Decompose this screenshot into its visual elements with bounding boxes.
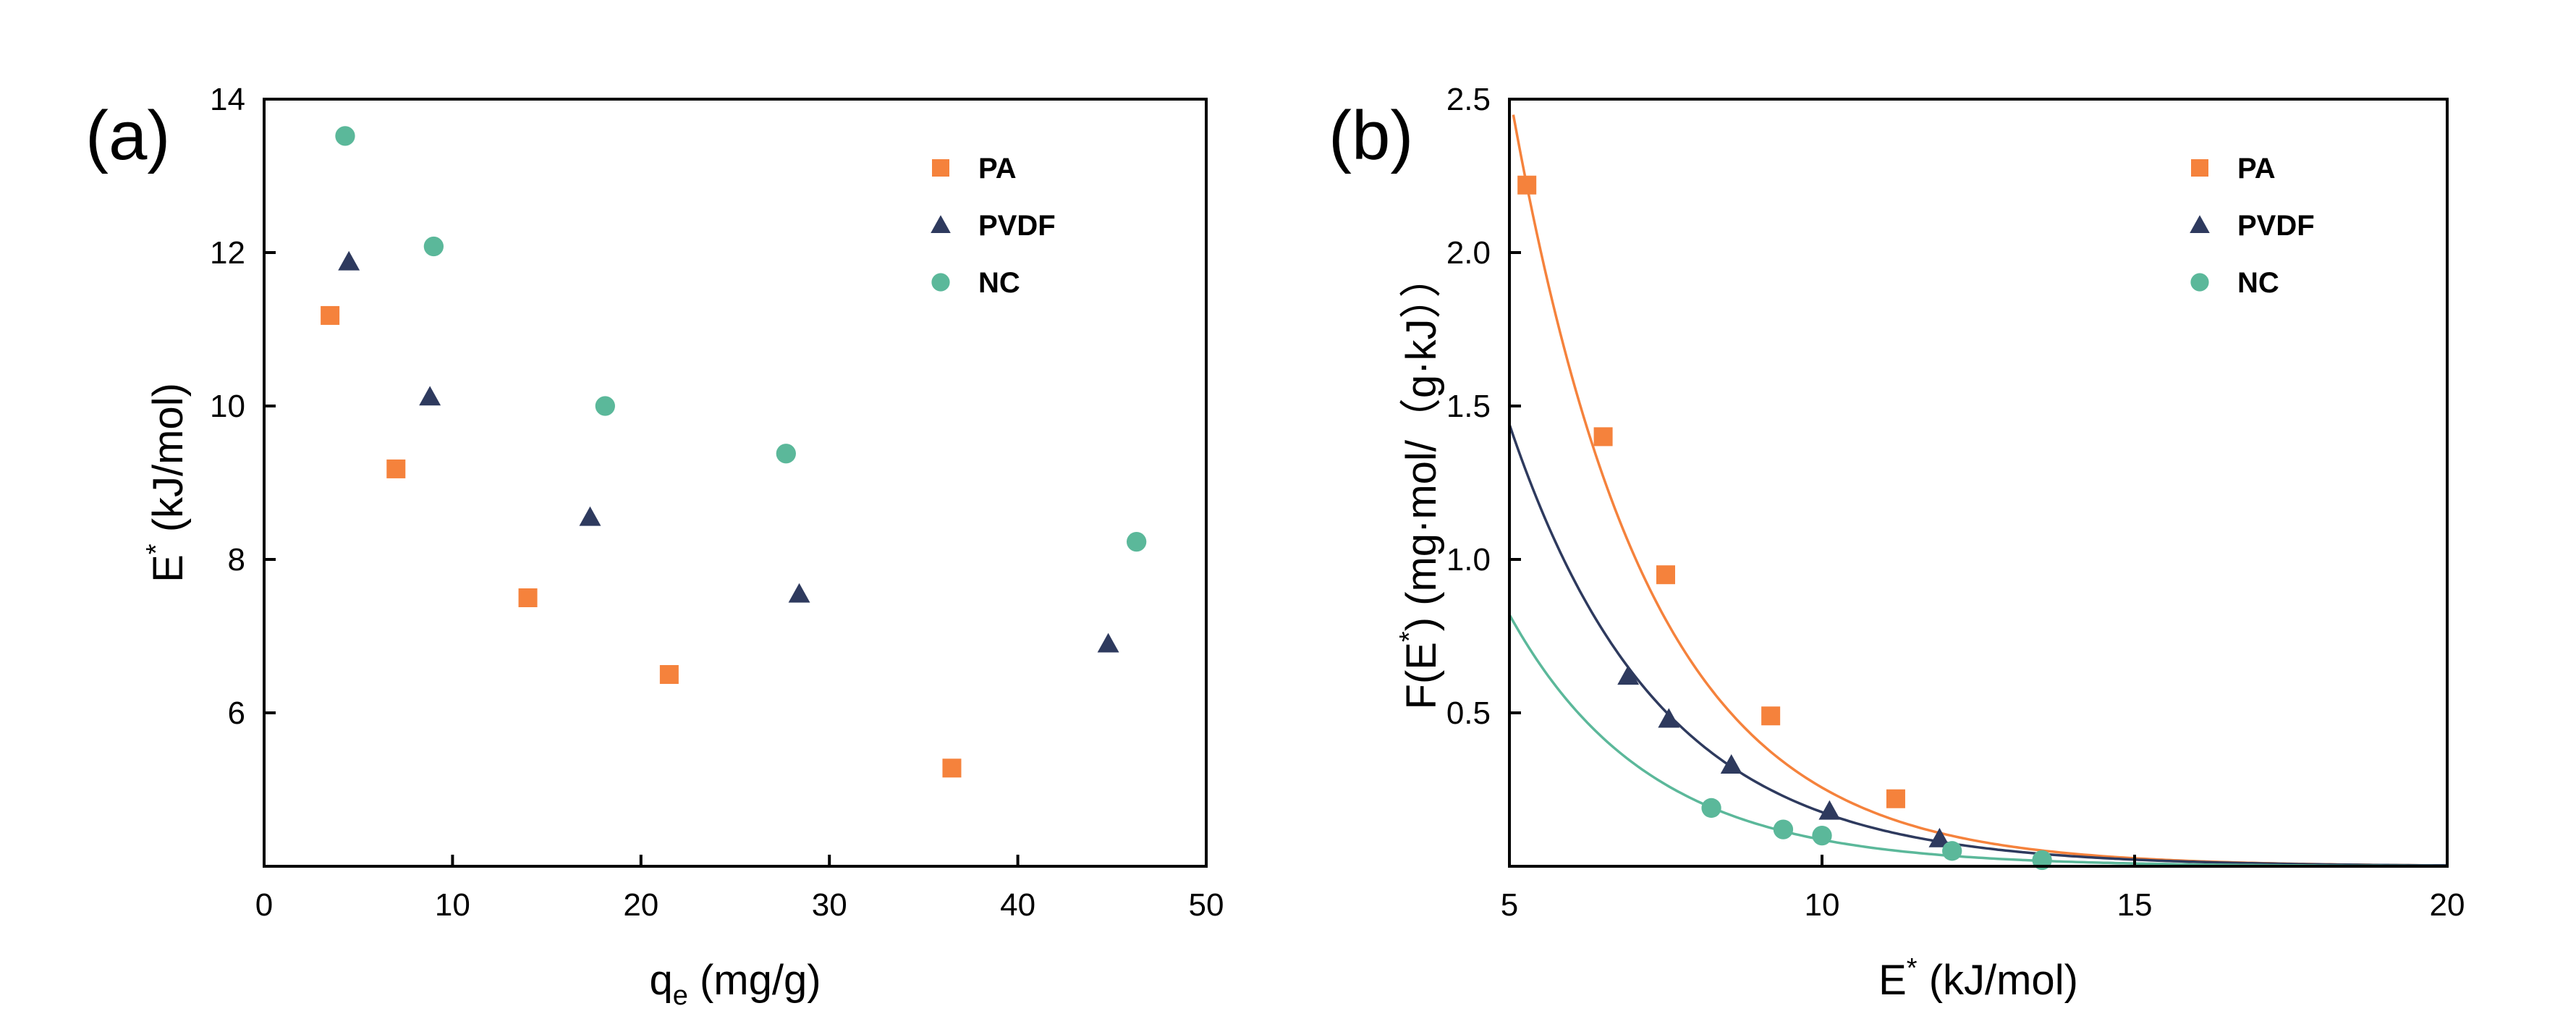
data-point-nc [1701, 798, 1721, 819]
panel-label-b: (b) [1329, 97, 1413, 174]
panel-b-marks [1517, 175, 2052, 871]
y-tick-label: 10 [210, 389, 245, 424]
x-tick-label: 0 [255, 887, 273, 923]
data-point-nc [1773, 819, 1794, 839]
x-tick-label: 15 [2117, 887, 2153, 923]
x-tick-label: 10 [1805, 887, 1840, 923]
legend-label-pvdf: PVDF [2237, 210, 2315, 242]
x-tick-label: 5 [1501, 887, 1518, 923]
legend-marker-pvdf [931, 215, 951, 234]
x-tick-label: 20 [623, 887, 658, 923]
y-tick-label: 1.0 [1446, 542, 1491, 578]
legend-marker-pa [932, 159, 949, 177]
panel-a-x-axis-title-sub: e [673, 981, 688, 1011]
y-tick-label: 1.5 [1446, 389, 1491, 424]
panel-a-y-axis-title-unit: (kJ/mol) [145, 383, 192, 544]
legend-label-pa: PA [2237, 153, 2276, 185]
data-point-nc [335, 126, 355, 146]
panel-b-x-axis-title-unit: (kJ/mol) [1918, 957, 2078, 1004]
panel-b: (b) 5 10 15 200.51.01.52.02.5 E* (kJ/mol) F… [1329, 82, 2465, 1004]
legend-label-nc: NC [978, 267, 1020, 299]
data-point-pvdf [1658, 708, 1680, 728]
x-tick-label: 20 [2430, 887, 2465, 923]
data-point-pa [321, 305, 340, 325]
panel-b-legend: PA PVDF NC [2190, 153, 2315, 299]
panel-a-legend: PA PVDF NC [931, 153, 1056, 299]
panel-b-y-axis-title: F(E*) (mg·mol/（g·kJ）） [1394, 255, 1445, 709]
data-point-pvdf [579, 506, 601, 526]
legend-label-nc: NC [2237, 267, 2279, 299]
panel-b-ticks: 5 10 15 20 0.5 1.0 1.5 2.0 2.5 [1446, 82, 2465, 923]
data-point-nc [1127, 531, 1147, 552]
data-point-nc [423, 236, 444, 257]
panel-a-marks [321, 126, 1147, 778]
panel-a-y-axis-title-main: E [145, 554, 192, 583]
x-tick-label: 30 [812, 887, 847, 923]
panel-b-x-axis-title-main: E [1878, 957, 1907, 1004]
x-tick-label: 50 [1189, 887, 1224, 923]
legend-marker-nc [2190, 273, 2209, 292]
data-point-nc [1812, 825, 1832, 846]
panel-b-x-axis-title: E* (kJ/mol) [1878, 953, 2078, 1004]
data-point-pvdf [788, 583, 810, 603]
y-tick-label: 2.5 [1446, 82, 1491, 117]
panel-a-plot-frame [263, 98, 1208, 868]
legend-label-pa: PA [978, 153, 1017, 185]
x-tick-label: 40 [1000, 887, 1035, 923]
panel-a-x-axis-title: qe (mg/g) [649, 957, 821, 1011]
data-point-pa [1656, 565, 1675, 585]
data-point-pvdf [419, 386, 441, 406]
data-point-pvdf [1617, 665, 1640, 685]
panel-b-y-axis-title-post: ) (mg·mol/（g·kJ）） [1398, 255, 1445, 631]
fit-curve-pvdf [1508, 423, 2448, 867]
data-point-pvdf [1928, 827, 1951, 847]
data-point-nc [595, 396, 615, 416]
data-point-pvdf [338, 250, 360, 271]
panel-a-x-axis-title-main: q [649, 957, 672, 1004]
data-point-pa [1517, 175, 1537, 195]
data-point-pa [942, 758, 962, 778]
fit-curve-nc [1508, 614, 2447, 868]
y-tick-label: 12 [210, 235, 245, 271]
data-point-pa [1593, 427, 1613, 447]
panel-a-y-axis-title: E* (kJ/mol) [141, 383, 192, 583]
panel-label-a: (a) [85, 97, 170, 174]
panel-a-ticks: 0 10 20 30 40 50 6 8 10 12 14 [210, 82, 1224, 923]
legend-marker-pa [2191, 159, 2208, 177]
y-tick-label: 8 [228, 542, 245, 578]
data-point-pa [1761, 706, 1781, 726]
y-tick-label: 6 [228, 695, 245, 731]
data-point-pa [1886, 789, 1905, 808]
data-point-pvdf [1720, 754, 1742, 774]
y-tick-label: 14 [210, 82, 245, 117]
legend-label-pvdf: PVDF [978, 210, 1056, 242]
data-point-pa [518, 588, 538, 607]
x-tick-label: 10 [435, 887, 470, 923]
data-point-pa [386, 459, 406, 478]
data-point-pa [659, 665, 679, 684]
panel-b-y-axis-title-sup: * [1394, 631, 1425, 642]
legend-marker-pvdf [2190, 215, 2210, 234]
y-tick-label: 2.0 [1446, 235, 1491, 271]
panel-a-x-axis-title-unit: (mg/g) [688, 957, 821, 1004]
y-tick-label: 0.5 [1446, 695, 1491, 731]
data-point-nc [1942, 841, 1962, 861]
panel-b-x-axis-title-sup: * [1907, 953, 1918, 984]
legend-marker-nc [931, 273, 950, 292]
panel-a-y-axis-title-sup: * [141, 544, 171, 554]
data-point-pvdf [1818, 800, 1841, 820]
data-point-nc [776, 444, 796, 464]
panel-a: (a) 0 10 20 30 40 50 6 8 10 12 14 qe (mg/g) E* (kJ… [85, 82, 1224, 1011]
panel-b-y-axis-title-pre: F(E [1398, 642, 1445, 709]
data-point-pvdf [1097, 633, 1119, 653]
panel-b-plot-frame [1508, 98, 2449, 868]
